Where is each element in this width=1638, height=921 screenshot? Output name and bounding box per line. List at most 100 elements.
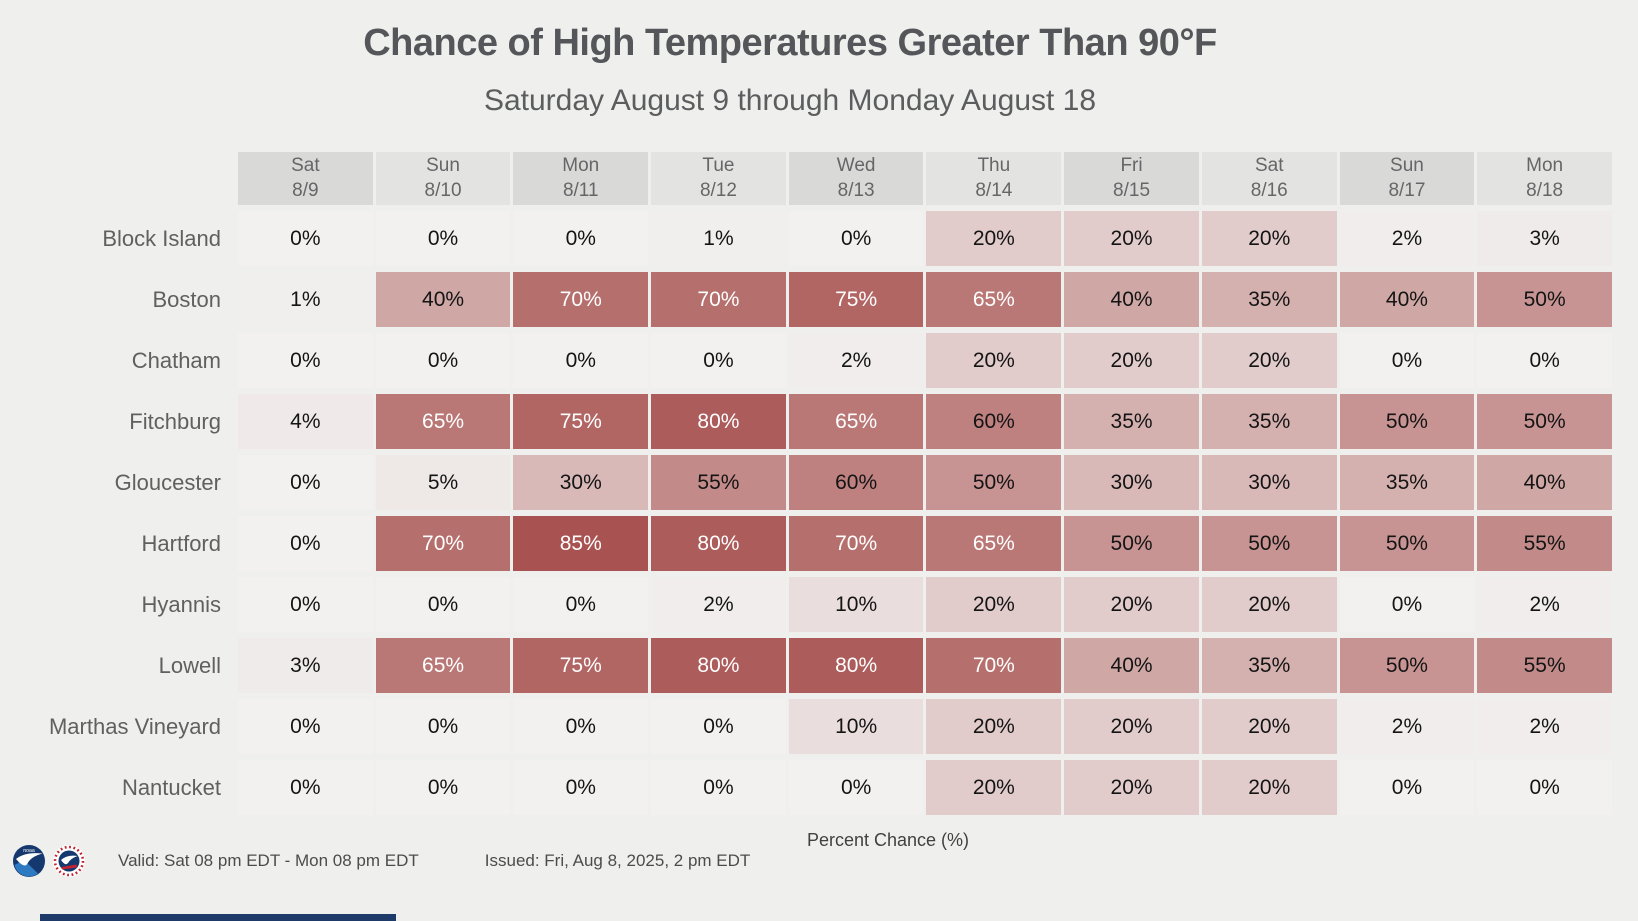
heatmap-cell: 30% <box>513 455 649 510</box>
heatmap-cell: 0% <box>238 577 373 632</box>
heatmap-cell: 0% <box>375 760 511 815</box>
heatmap-cell: 0% <box>651 333 786 388</box>
heatmap-cell: 0% <box>375 333 511 388</box>
valid-text: Valid: Sat 08 pm EDT - Mon 08 pm EDT <box>118 851 419 870</box>
heatmap-cell: 0% <box>1339 333 1475 388</box>
heatmap-cell: 60% <box>926 394 1062 449</box>
heatmap-cell: 35% <box>1064 394 1199 449</box>
heatmap-cell: 80% <box>651 638 786 693</box>
column-date: 8/13 <box>837 179 875 201</box>
column-header: Mon 8/18 <box>1477 152 1612 205</box>
heatmap-cell: 70% <box>513 272 649 327</box>
heatmap-cell: 50% <box>926 455 1062 510</box>
heatmap-cell: 20% <box>1064 577 1199 632</box>
heatmap-cell: 3% <box>1477 211 1612 266</box>
heatmap-cell: 80% <box>788 638 924 693</box>
heatmap-cell: 0% <box>513 577 649 632</box>
column-header: Sat 8/16 <box>1201 152 1337 205</box>
column-day: Tue <box>702 154 735 176</box>
chart-subtitle: Saturday August 9 through Monday August … <box>483 84 1097 117</box>
column-header: Mon 8/11 <box>513 152 649 205</box>
row-label: Marthas Vineyard <box>48 713 221 739</box>
heatmap-cell: 30% <box>1064 455 1199 510</box>
heatmap-cell: 20% <box>1201 333 1337 388</box>
heatmap-cell: 50% <box>1339 638 1475 693</box>
heatmap-cell: 75% <box>513 638 649 693</box>
heatmap-cell: 0% <box>238 211 373 266</box>
heatmap-cell: 4% <box>238 394 373 449</box>
row-label: Chatham <box>131 347 221 373</box>
heatmap-cell: 0% <box>1339 760 1475 815</box>
heatmap-cell: 0% <box>238 699 373 754</box>
row-label: Lowell <box>158 652 221 678</box>
heatmap-cell: 0% <box>238 333 373 388</box>
heatmap-cell: 75% <box>788 272 924 327</box>
heatmap-cell: 2% <box>651 577 786 632</box>
heatmap-cell: 0% <box>238 455 373 510</box>
nws-logo <box>53 845 85 877</box>
heatmap-cell: 1% <box>238 272 373 327</box>
column-header: Thu 8/14 <box>926 152 1062 205</box>
heatmap-cell: 35% <box>1339 455 1475 510</box>
column-date: 8/16 <box>1250 179 1288 201</box>
heatmap-cell: 35% <box>1201 394 1337 449</box>
column-header: Sun 8/10 <box>375 152 511 205</box>
column-date: 8/15 <box>1113 179 1151 201</box>
column-date: 8/12 <box>699 179 737 201</box>
column-date: 8/18 <box>1526 179 1564 201</box>
row-label: Hartford <box>141 530 221 556</box>
heatmap-cell: 2% <box>1339 211 1475 266</box>
heatmap-cell: 0% <box>375 699 511 754</box>
column-date: 8/17 <box>1388 179 1426 201</box>
heatmap-cell: 65% <box>926 516 1062 571</box>
column-day: Sat <box>291 154 320 176</box>
heatmap-cell: 0% <box>1477 760 1612 815</box>
column-day: Wed <box>836 154 876 176</box>
heatmap-cell: 20% <box>926 760 1062 815</box>
column-day: Sun <box>1390 154 1424 176</box>
column-day: Sat <box>1254 154 1284 176</box>
heatmap-cell: 50% <box>1339 394 1475 449</box>
heatmap-cell: 0% <box>238 760 373 815</box>
heatmap-cell: 0% <box>788 211 924 266</box>
legend-label: Percent Chance (%) <box>806 830 970 850</box>
heatmap-cell: 0% <box>375 577 511 632</box>
heatmap-cell: 0% <box>1477 333 1612 388</box>
heatmap-cell: 0% <box>513 760 649 815</box>
heatmap-cell: 0% <box>513 333 649 388</box>
heatmap-cell: 0% <box>1339 577 1475 632</box>
column-day: Mon <box>1526 154 1564 176</box>
heatmap-cell: 50% <box>1339 516 1475 571</box>
heatmap-cell: 70% <box>788 516 924 571</box>
corner-spacer <box>0 152 235 205</box>
column-day: Thu <box>977 154 1011 176</box>
heatmap-cell: 0% <box>651 699 786 754</box>
heatmap-cell: 65% <box>926 272 1062 327</box>
heatmap-cell: 0% <box>513 699 649 754</box>
column-day: Sun <box>426 154 460 176</box>
row-label: Gloucester <box>114 469 221 495</box>
heatmap-cell: 35% <box>1201 638 1337 693</box>
heatmap-cell: 20% <box>926 699 1062 754</box>
column-header: Tue 8/12 <box>651 152 786 205</box>
heatmap-cell: 0% <box>788 760 924 815</box>
heatmap-cell: 2% <box>1339 699 1475 754</box>
heatmap-cell: 50% <box>1477 272 1612 327</box>
heatmap-cell: 20% <box>1201 760 1337 815</box>
column-date: 8/9 <box>292 179 319 201</box>
column-header: Sun 8/17 <box>1339 152 1475 205</box>
heatmap-cell: 70% <box>375 516 511 571</box>
heatmap-cell: 1% <box>651 211 786 266</box>
heatmap-cell: 65% <box>788 394 924 449</box>
issued-text: Issued: Fri, Aug 8, 2025, 2 pm EDT <box>484 851 751 870</box>
heatmap-cell: 80% <box>651 516 786 571</box>
svg-text:noaa: noaa <box>23 848 35 854</box>
heatmap-cell: 0% <box>513 211 649 266</box>
heatmap-cell: 20% <box>926 211 1062 266</box>
heatmap-cell: 20% <box>1201 577 1337 632</box>
heatmap-grid: Sat 8/9 Sun 8/10 Mon 8/11 Tue 8/12 Wed 8/13 Thu 8/1… <box>0 152 1612 815</box>
column-day: Fri <box>1120 154 1143 176</box>
column-header: Sat 8/9 <box>238 152 373 205</box>
heatmap-cell: 20% <box>1064 760 1199 815</box>
heatmap-cell: 40% <box>1477 455 1612 510</box>
